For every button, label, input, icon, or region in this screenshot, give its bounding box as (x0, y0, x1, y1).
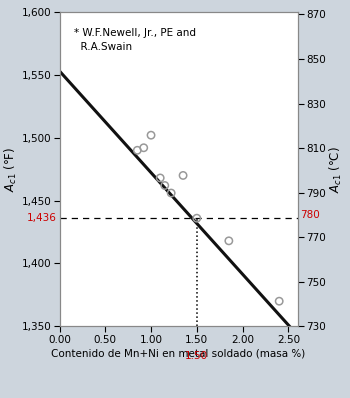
Point (134, 147, 140, 154)
Point (148, 132, 154, 139)
Point (180, 172, 186, 179)
Point (168, 190, 174, 196)
Point (141, 144, 147, 151)
Text: 780: 780 (300, 210, 320, 220)
Point (162, 182, 168, 189)
Text: 1.50: 1.50 (185, 351, 208, 361)
Text: 1,436: 1,436 (27, 213, 57, 223)
Point (226, 238, 232, 244)
Point (158, 175, 163, 181)
Y-axis label: $A_{c1}$ (°C): $A_{c1}$ (°C) (328, 146, 344, 193)
Point (276, 298, 282, 304)
Point (194, 215, 199, 221)
Text: * W.F.Newell, Jr., PE and
  R.A.Swain: * W.F.Newell, Jr., PE and R.A.Swain (74, 28, 196, 52)
Y-axis label: $A_{c1}$ (°F): $A_{c1}$ (°F) (2, 146, 19, 192)
X-axis label: Contenido de Mn+Ni en metal soldado (masa %): Contenido de Mn+Ni en metal soldado (mas… (51, 349, 306, 359)
